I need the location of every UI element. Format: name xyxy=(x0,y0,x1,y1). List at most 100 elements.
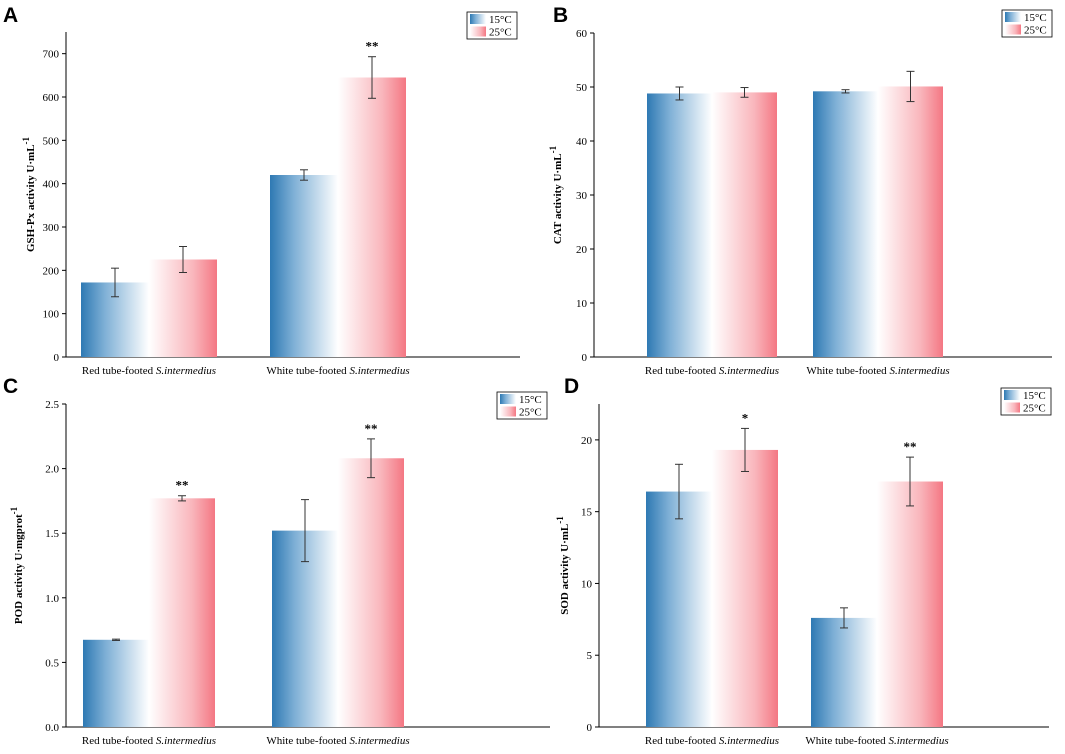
y-tick-label: 300 xyxy=(43,222,60,234)
significance-mark: * xyxy=(742,410,749,425)
bar-25c xyxy=(712,92,777,358)
panel-letter: C xyxy=(3,375,18,398)
bar-25c xyxy=(149,498,215,727)
x-category-prefix: White tube-footed xyxy=(266,735,349,747)
y-axis-label: CAT activity U·mL-1 xyxy=(548,145,564,244)
y-tick-label: 0 xyxy=(54,352,60,364)
panel-b: B 0 10 20 30 40 50 60 CAT activity U·mL-1 Red tub… xyxy=(548,4,1053,377)
significance-mark: ** xyxy=(366,39,379,54)
panel-letter: D xyxy=(564,375,579,398)
y-tick-label: 0.5 xyxy=(45,657,59,669)
y-axis-label-text: GSH-Px activity U·mL xyxy=(25,144,37,252)
panel-letter: B xyxy=(553,4,568,27)
y-tick-label: 10 xyxy=(576,298,588,310)
y-axis-label-text: CAT activity U·mL xyxy=(552,153,564,244)
panel-d: D 0 5 10 15 20 SOD activity U·mL-1 Red tube-foo… xyxy=(555,375,1052,747)
x-category-species: S.intermedius xyxy=(719,365,779,377)
panel-letter: A xyxy=(3,4,18,27)
y-tick-label: 1.5 xyxy=(45,528,59,540)
x-category-species: S.intermedius xyxy=(156,365,216,377)
y-tick-label: 400 xyxy=(43,179,60,191)
x-category-prefix: Red tube-footed xyxy=(82,735,156,747)
legend-label-25c: 25°C xyxy=(1023,403,1046,415)
y-tick-label: 0 xyxy=(582,352,588,364)
bar-25c xyxy=(878,86,943,358)
significance-mark: ** xyxy=(904,439,917,454)
y-tick-label: 0.0 xyxy=(45,722,59,734)
y-tick-label: 10 xyxy=(581,578,593,590)
y-tick-label: 5 xyxy=(587,650,593,662)
y-tick-label: 60 xyxy=(576,28,588,40)
legend-label-15c: 15°C xyxy=(1023,390,1046,402)
x-category-prefix: Red tube-footed xyxy=(82,365,156,377)
bar-25c xyxy=(712,449,778,727)
y-tick-label: 0 xyxy=(587,722,593,734)
bar-25c xyxy=(338,77,406,357)
significance-mark: ** xyxy=(365,421,378,436)
panel-c: C 0.0 0.5 1.0 1.5 2.0 2.5 POD activity U·mgprot… xyxy=(3,375,550,747)
bar-15c xyxy=(813,91,878,357)
bar-25c xyxy=(338,458,404,727)
x-category-species: S.intermedius xyxy=(889,365,949,377)
y-tick-label: 700 xyxy=(43,49,60,61)
x-category-prefix: White tube-footed xyxy=(266,365,349,377)
bar-15c xyxy=(811,617,877,727)
legend-label-25c: 25°C xyxy=(519,407,542,419)
bar-25c xyxy=(877,481,943,727)
x-category-species: S.intermedius xyxy=(888,735,948,747)
y-axis-label: GSH-Px activity U·mL-1 xyxy=(21,136,37,252)
y-tick-label: 20 xyxy=(576,244,588,256)
y-axis-label-superscript: -1 xyxy=(21,136,31,144)
bar-15c xyxy=(270,175,338,357)
x-category-label: White tube-footed S.intermedius xyxy=(806,365,949,377)
legend: 15°C25°C xyxy=(496,391,548,420)
bar-15c xyxy=(647,93,712,357)
legend-swatch-15c xyxy=(470,14,486,24)
x-category-label: Red tube-footed S.intermedius xyxy=(645,365,779,377)
y-axis-label-text: SOD activity U·mL xyxy=(559,524,571,615)
x-category-prefix: Red tube-footed xyxy=(645,365,719,377)
y-axis-label-superscript: -1 xyxy=(548,145,558,153)
y-tick-label: 30 xyxy=(576,190,588,202)
x-category-prefix: White tube-footed xyxy=(806,365,889,377)
x-category-species: S.intermedius xyxy=(156,735,216,747)
legend-swatch-15c xyxy=(500,394,516,404)
x-category-species: S.intermedius xyxy=(719,735,779,747)
legend: 15°C25°C xyxy=(1000,387,1052,416)
y-tick-label: 20 xyxy=(581,435,593,447)
x-category-species: S.intermedius xyxy=(349,365,409,377)
bar-15c xyxy=(646,491,712,727)
legend-label-25c: 25°C xyxy=(1024,25,1047,37)
bar-25c xyxy=(149,259,217,357)
y-axis-label-text: POD activity U·mgprot xyxy=(13,514,25,624)
y-tick-label: 500 xyxy=(43,135,60,147)
legend-label-15c: 15°C xyxy=(1024,12,1047,24)
legend: 15°C25°C xyxy=(466,11,518,40)
x-category-label: Red tube-footed S.intermedius xyxy=(645,735,779,747)
x-category-prefix: Red tube-footed xyxy=(645,735,719,747)
y-tick-label: 600 xyxy=(43,92,60,104)
panel-a: A 0 100 200 300 400 500 600 700 GSH-Px activity U… xyxy=(3,4,520,377)
y-tick-label: 2.0 xyxy=(45,464,59,476)
x-category-label: Red tube-footed S.intermedius xyxy=(82,365,216,377)
y-axis-label-superscript: -1 xyxy=(9,506,19,514)
legend: 15°C25°C xyxy=(1001,9,1053,38)
legend-label-15c: 15°C xyxy=(489,14,512,26)
x-category-prefix: White tube-footed xyxy=(805,735,888,747)
y-tick-label: 200 xyxy=(43,265,60,277)
bar-15c xyxy=(83,639,149,727)
legend-swatch-25c xyxy=(1005,24,1021,35)
y-axis-label: SOD activity U·mL-1 xyxy=(555,516,571,615)
x-category-label: White tube-footed S.intermedius xyxy=(805,735,948,747)
y-axis-label: POD activity U·mgprot-1 xyxy=(9,506,25,624)
legend-swatch-15c xyxy=(1004,390,1020,400)
legend-label-25c: 25°C xyxy=(489,27,512,39)
legend-swatch-25c xyxy=(1004,402,1020,413)
bar-15c xyxy=(272,530,338,727)
x-category-label: White tube-footed S.intermedius xyxy=(266,735,409,747)
y-tick-label: 1.0 xyxy=(45,593,59,605)
legend-swatch-25c xyxy=(500,406,516,417)
legend-swatch-15c xyxy=(1005,12,1021,22)
x-category-label: White tube-footed S.intermedius xyxy=(266,365,409,377)
